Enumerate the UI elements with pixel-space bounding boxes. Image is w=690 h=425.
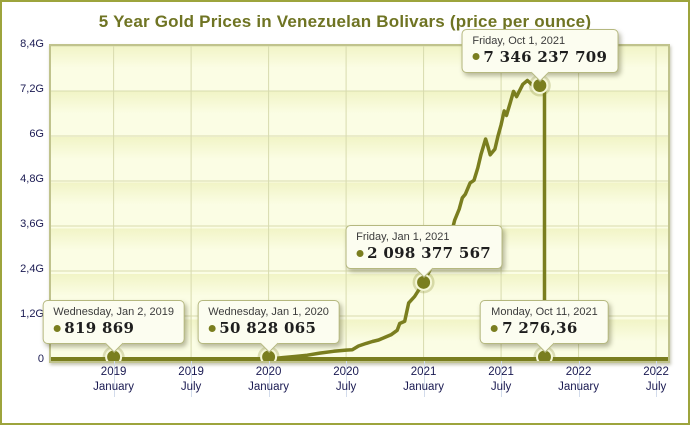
x-axis-tick <box>656 361 658 397</box>
tooltip-value: 7 346 237 709 <box>483 47 608 66</box>
x-label-month: July <box>490 381 512 393</box>
marker-dot <box>107 350 121 361</box>
x-axis-tick <box>423 361 425 397</box>
data-point-marker[interactable] <box>528 74 551 97</box>
series-bullet-icon <box>472 53 480 61</box>
y-axis-label: 1,2G <box>20 308 44 320</box>
y-axis-label: 8,4G <box>20 38 44 50</box>
x-label-year: 2019 <box>100 366 127 378</box>
tooltip-value-row: 50 828 065 <box>208 319 329 337</box>
y-axis-label: 0 <box>37 353 44 365</box>
x-label-month: January <box>93 381 135 393</box>
tooltip-value-row: 7 346 237 709 <box>472 48 607 66</box>
x-label-year: 2020 <box>333 366 359 378</box>
x-axis-label: 2019 January <box>93 365 134 395</box>
x-axis-label: 2021 July <box>488 365 514 395</box>
x-label-month: January <box>403 381 445 393</box>
x-axis-label: 2020 January <box>248 365 289 395</box>
chart-title: 5 Year Gold Prices in Venezuelan Bolivar… <box>98 12 592 31</box>
y-axis-label: 2,4G <box>20 263 44 275</box>
x-label-year: 2019 <box>178 366 204 378</box>
annotation-tooltip: Wednesday, Jan 2, 2019 819 869 <box>42 300 185 344</box>
annotation-tooltip: Monday, Oct 11, 2021 7 276,36 <box>480 300 609 344</box>
series-bullet-icon <box>53 324 61 332</box>
tooltip-value: 2 098 377 567 <box>367 244 492 263</box>
x-label-month: July <box>180 381 202 393</box>
y-axis-label: 3,6G <box>20 218 44 230</box>
data-point-marker[interactable] <box>412 271 435 294</box>
tooltip-date: Monday, Oct 11, 2021 <box>491 306 598 318</box>
x-label-year: 2022 <box>565 366 592 378</box>
series-bullet-icon <box>208 324 216 332</box>
tooltip-value: 50 828 065 <box>219 319 317 337</box>
tooltip-date: Friday, Jan 1, 2021 <box>356 231 450 244</box>
marker-dot <box>262 350 276 361</box>
marker-dot <box>537 350 551 361</box>
data-point-marker[interactable] <box>257 346 280 361</box>
x-label-year: 2021 <box>410 366 437 378</box>
x-label-year: 2020 <box>255 366 282 378</box>
tooltip-date: Wednesday, Jan 2, 2019 <box>53 306 174 318</box>
annotation-tooltip: Friday, Oct 1, 2021 7 346 237 709 <box>461 28 619 73</box>
x-label-month: July <box>335 381 357 393</box>
tooltip-value: 819 869 <box>64 319 135 337</box>
series-bullet-icon <box>491 324 499 332</box>
x-axis-label: 2021 January <box>403 365 444 395</box>
y-axis-label: 6G <box>29 128 44 140</box>
y-axis-label: 7,2G <box>20 83 44 95</box>
tooltip-value-row: 7 276,36 <box>491 319 598 337</box>
tooltip-value-row: 819 869 <box>53 319 174 337</box>
x-axis-label: 2022 July <box>643 365 669 395</box>
x-label-month: January <box>558 381 600 393</box>
x-label-year: 2021 <box>488 366 514 378</box>
data-point-marker[interactable] <box>102 346 125 361</box>
x-label-month: July <box>645 381 667 393</box>
x-label-month: January <box>248 381 290 393</box>
x-axis-label: 2020 July <box>333 365 359 395</box>
x-axis-label: 2019 July <box>178 365 204 395</box>
x-axis-tick <box>346 361 348 397</box>
x-axis-tick <box>191 361 193 397</box>
x-axis-tick <box>578 361 580 397</box>
tooltip-date: Wednesday, Jan 1, 2020 <box>208 306 329 318</box>
tooltip-value: 7 276,36 <box>502 319 578 337</box>
x-axis-tick <box>268 361 270 397</box>
marker-dot <box>417 275 431 289</box>
series-bullet-icon <box>356 249 364 257</box>
x-axis-tick <box>113 361 115 397</box>
x-label-year: 2022 <box>643 366 669 378</box>
data-point-marker[interactable] <box>533 346 556 361</box>
tooltip-value-row: 2 098 377 567 <box>356 244 491 262</box>
tooltip-date: Friday, Oct 1, 2021 <box>472 34 566 47</box>
x-axis-tick <box>501 361 503 397</box>
annotation-tooltip: Friday, Jan 1, 2021 2 098 377 567 <box>345 225 503 270</box>
annotation-tooltip: Wednesday, Jan 1, 2020 50 828 065 <box>197 300 340 344</box>
marker-dot <box>533 79 547 93</box>
y-axis-label: 4,8G <box>20 173 44 185</box>
x-axis-label: 2022 January <box>558 365 599 395</box>
